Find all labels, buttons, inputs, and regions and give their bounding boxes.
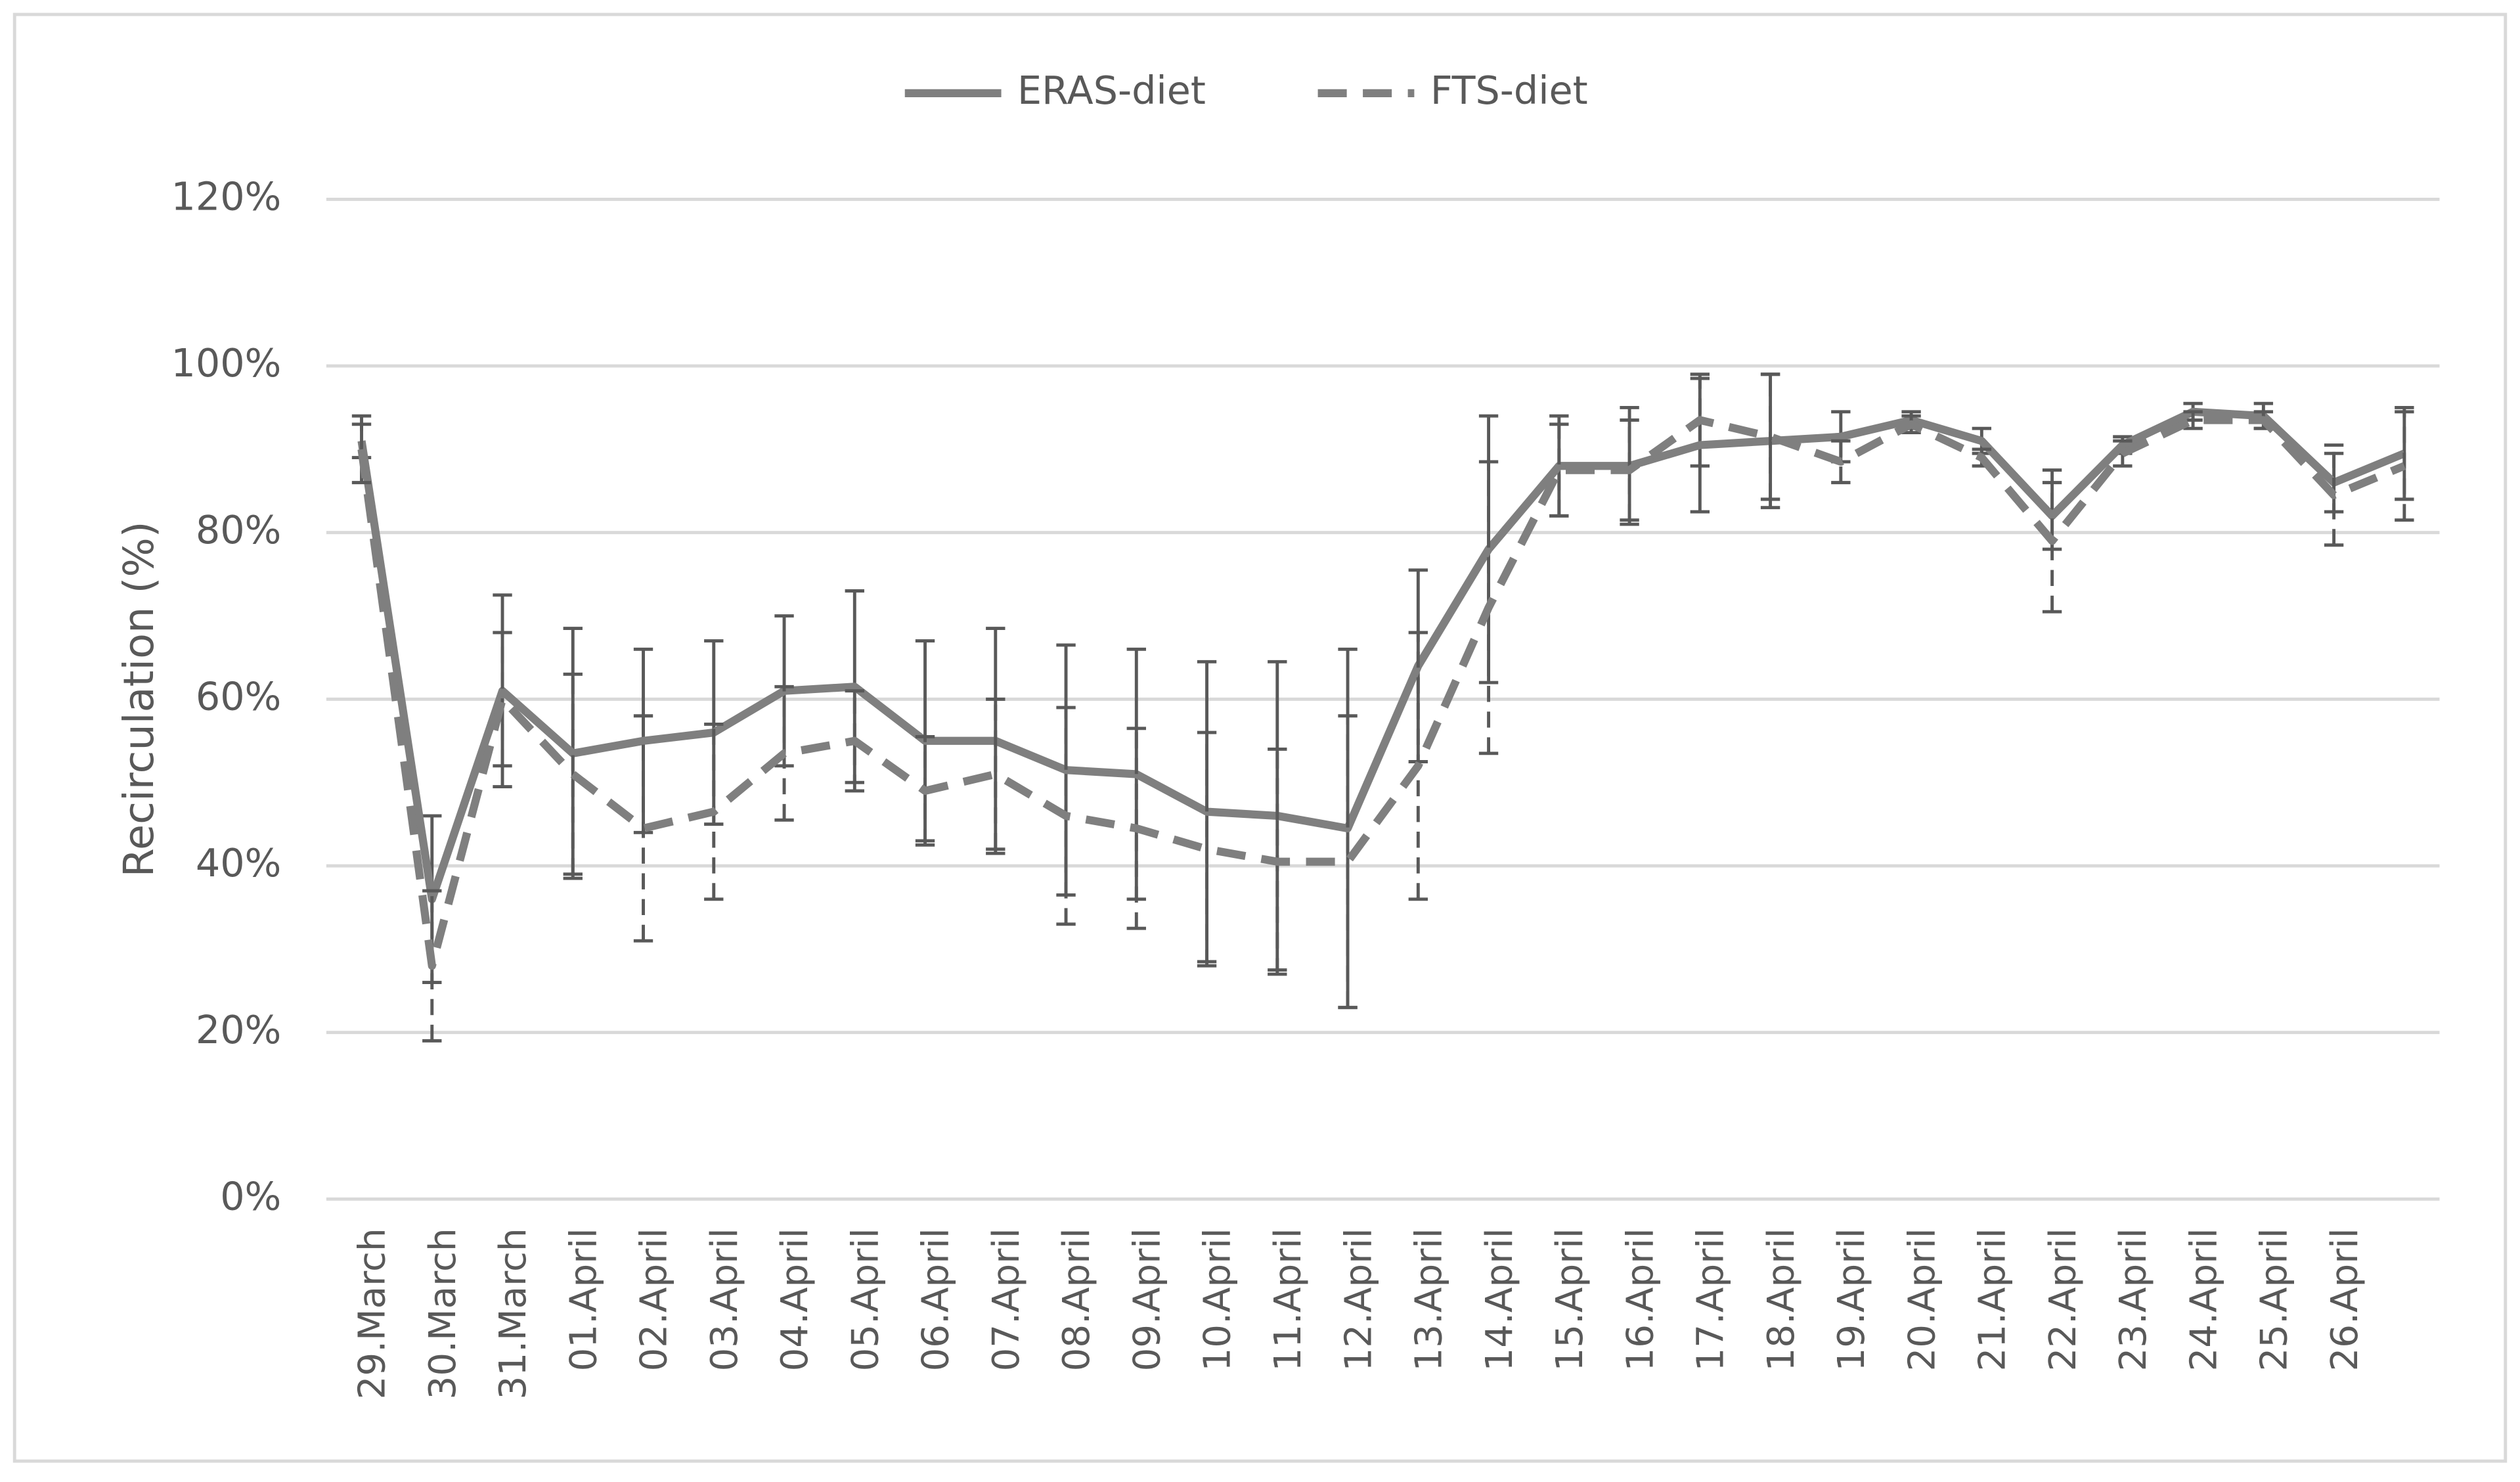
x-tick-label: 29.March xyxy=(351,1228,394,1399)
y-tick-label: 0% xyxy=(220,1173,281,1219)
x-tick-label: 30.March xyxy=(422,1228,464,1399)
x-tick-label: 12.April xyxy=(1337,1228,1380,1371)
y-tick-label: 80% xyxy=(196,507,282,552)
error-bar xyxy=(986,697,1006,851)
legend-label: FTS-diet xyxy=(1430,68,1588,113)
x-tick-label: 18.April xyxy=(1760,1228,1803,1371)
x-tick-label: 13.April xyxy=(1408,1228,1451,1371)
x-tick-label: 21.April xyxy=(1972,1228,2014,1371)
x-tick-label: 04.April xyxy=(774,1228,816,1371)
error-bar xyxy=(2042,468,2062,614)
error-bar xyxy=(1478,460,1499,755)
data-line xyxy=(357,407,2406,903)
error-bar xyxy=(1126,727,1146,930)
x-tick-label: 26.April xyxy=(2324,1228,2366,1371)
x-tick-label: 31.March xyxy=(492,1228,535,1399)
y-tick-label: 120% xyxy=(171,174,281,219)
y-tick-label: 20% xyxy=(196,1007,282,1052)
x-tick-label: 14.April xyxy=(1478,1228,1521,1371)
x-tick-label: 02.April xyxy=(633,1228,676,1371)
x-tick-label: 06.April xyxy=(915,1228,958,1371)
x-tick-label: 23.April xyxy=(2112,1228,2155,1371)
x-tick-label: 20.April xyxy=(1901,1228,1943,1371)
legend-label: ERAS-diet xyxy=(1017,68,1206,113)
x-tick-label: 05.April xyxy=(844,1228,887,1371)
series-1 xyxy=(351,372,2414,1043)
x-tick-label: 16.April xyxy=(1619,1228,1662,1371)
error-bar xyxy=(1620,418,1639,522)
x-tick-label: 17.April xyxy=(1690,1228,1733,1371)
error-bar xyxy=(493,631,512,768)
x-tick-label: 10.April xyxy=(1197,1228,1239,1371)
error-bar xyxy=(1549,422,1569,518)
x-tick-label: 08.April xyxy=(1055,1228,1098,1371)
x-tick-label: 22.April xyxy=(2042,1228,2085,1371)
error-bar xyxy=(422,889,442,1043)
x-tick-label: 19.April xyxy=(1830,1228,1873,1371)
error-bar xyxy=(2183,410,2203,430)
data-line xyxy=(357,416,2406,970)
y-tick-label: 100% xyxy=(171,340,281,386)
x-tick-label: 24.April xyxy=(2182,1228,2225,1371)
chart-border xyxy=(12,12,2508,1463)
x-tick-label: 09.April xyxy=(1126,1228,1168,1371)
x-tick-label: 01.April xyxy=(562,1228,605,1371)
error-bar xyxy=(2395,410,2414,522)
error-bar xyxy=(1338,714,1358,1010)
error-bar xyxy=(563,672,583,876)
x-tick-label: 25.April xyxy=(2253,1228,2296,1371)
error-bar xyxy=(845,689,864,793)
error-bar xyxy=(1760,372,1780,501)
error-bar xyxy=(1690,372,1710,468)
x-tick-label: 15.April xyxy=(1549,1228,1591,1371)
x-tick-label: 11.April xyxy=(1267,1228,1310,1371)
error-bar xyxy=(2324,443,2344,547)
error-bar xyxy=(1197,730,1217,968)
y-tick-label: 60% xyxy=(196,673,282,719)
y-axis-label: Recirculation (%) xyxy=(115,521,164,877)
y-tick-label: 40% xyxy=(196,840,282,886)
x-tick-label: 07.April xyxy=(985,1228,1028,1371)
x-tick-label: 03.April xyxy=(703,1228,746,1371)
error-bar xyxy=(633,714,653,943)
error-bar xyxy=(1831,439,1851,485)
